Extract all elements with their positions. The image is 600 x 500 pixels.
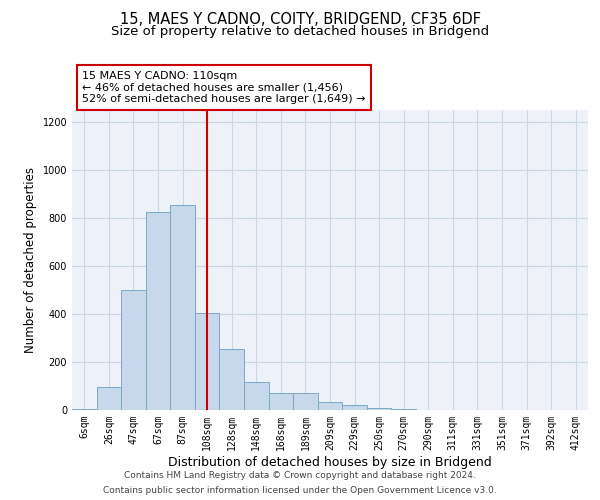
X-axis label: Distribution of detached houses by size in Bridgend: Distribution of detached houses by size … — [168, 456, 492, 468]
Bar — [342, 405, 367, 410]
Bar — [293, 393, 318, 410]
Bar — [244, 382, 269, 410]
Bar — [269, 393, 293, 410]
Text: Contains public sector information licensed under the Open Government Licence v3: Contains public sector information licen… — [103, 486, 497, 495]
Bar — [367, 408, 391, 410]
Text: Size of property relative to detached houses in Bridgend: Size of property relative to detached ho… — [111, 25, 489, 38]
Bar — [72, 409, 97, 410]
Y-axis label: Number of detached properties: Number of detached properties — [24, 167, 37, 353]
Bar — [195, 313, 220, 410]
Bar — [391, 409, 416, 410]
Text: 15, MAES Y CADNO, COITY, BRIDGEND, CF35 6DF: 15, MAES Y CADNO, COITY, BRIDGEND, CF35 … — [119, 12, 481, 28]
Bar — [97, 387, 121, 410]
Bar — [146, 212, 170, 410]
Text: 15 MAES Y CADNO: 110sqm
← 46% of detached houses are smaller (1,456)
52% of semi: 15 MAES Y CADNO: 110sqm ← 46% of detache… — [82, 71, 366, 104]
Bar — [318, 402, 342, 410]
Bar — [220, 349, 244, 410]
Bar — [121, 290, 146, 410]
Bar — [170, 205, 195, 410]
Text: Contains HM Land Registry data © Crown copyright and database right 2024.: Contains HM Land Registry data © Crown c… — [124, 471, 476, 480]
